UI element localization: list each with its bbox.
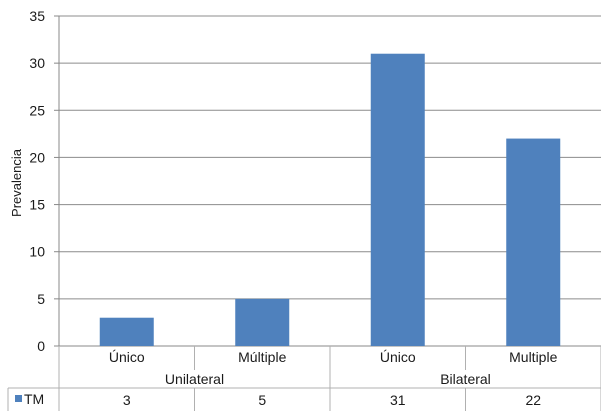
y-tick-label: 30 — [29, 55, 45, 71]
y-tick-label: 35 — [29, 8, 45, 24]
bar — [506, 138, 561, 346]
data-table: Único Múltiple Único Multiple Unilateral Bila… — [7, 346, 601, 411]
bars — [99, 53, 561, 346]
y-axis-label: Prevalencia — [9, 148, 24, 217]
data-table-value: 5 — [258, 392, 266, 408]
data-table-value: 31 — [390, 392, 406, 408]
y-tick-label: 20 — [29, 149, 45, 165]
y-tick-labels: 0 5 10 15 20 25 30 35 — [29, 8, 45, 354]
x-tick-label: Múltiple — [238, 349, 286, 365]
y-tick-label: 15 — [29, 197, 45, 213]
x-tick-label: Único — [109, 349, 145, 365]
y-tick-label: 0 — [37, 338, 45, 354]
legend-label: TM — [24, 391, 44, 407]
y-tick-label: 5 — [37, 291, 45, 307]
x-tick-label: Multiple — [509, 349, 557, 365]
bar — [99, 317, 154, 346]
legend-swatch — [15, 395, 22, 402]
group-label: Bilateral — [440, 371, 491, 387]
y-tick-label: 25 — [29, 102, 45, 118]
data-table-value: 22 — [525, 392, 541, 408]
y-tick-label: 10 — [29, 244, 45, 260]
bar — [370, 53, 425, 346]
group-label: Unilateral — [165, 371, 224, 387]
bar — [235, 298, 290, 346]
gridlines — [54, 15, 601, 347]
data-table-value: 3 — [123, 392, 131, 408]
x-tick-label: Único — [380, 349, 416, 365]
